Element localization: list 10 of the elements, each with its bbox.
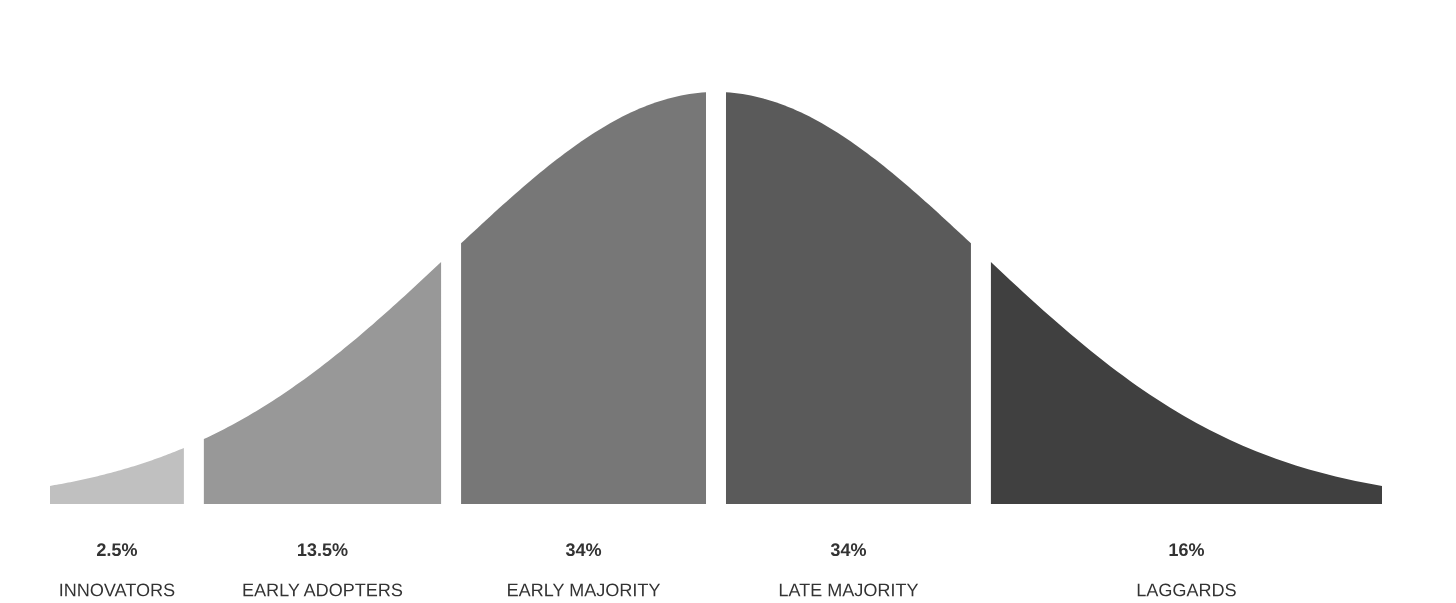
data-label: 34%	[830, 543, 867, 557]
category-label: LAGGARDS	[1137, 583, 1236, 597]
category-label: EARLY MAJORITY	[508, 583, 661, 597]
data-label: 13.5%	[298, 543, 348, 557]
category-label: EARLY ADOPTERS	[243, 583, 403, 597]
data-label: 34%	[565, 543, 602, 557]
category-label: LATE MAJORITY	[779, 583, 919, 597]
data-label: 2.5%	[96, 543, 138, 557]
category-label: INNOVATORS	[60, 583, 175, 597]
data-label: 16%	[1169, 543, 1205, 557]
